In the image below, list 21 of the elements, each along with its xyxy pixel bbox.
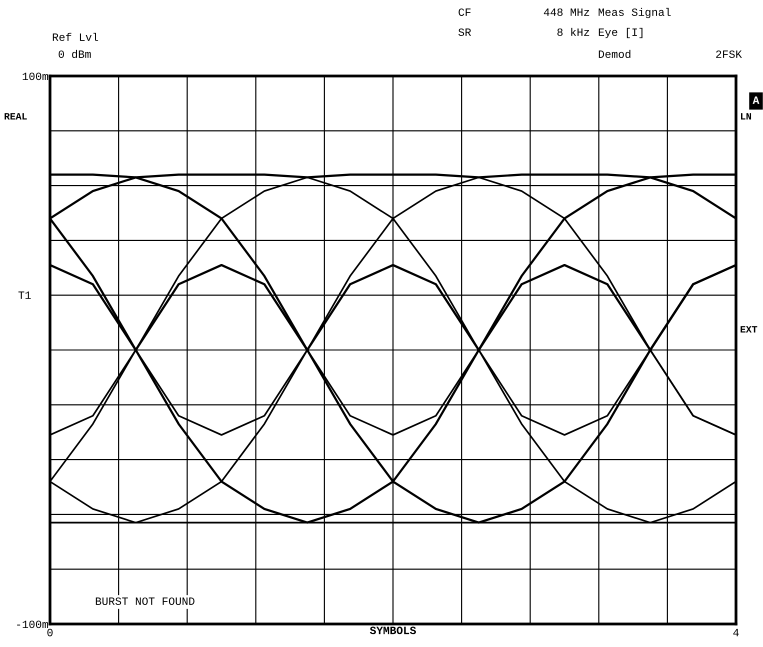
text: LN <box>741 113 752 120</box>
text: T1 <box>18 292 31 299</box>
y-tick-label: -100m <box>17 620 48 628</box>
text: Ref Lvl <box>52 32 98 41</box>
text: 0 dBm <box>58 50 91 58</box>
text: A <box>752 96 760 104</box>
text: 2FSK <box>716 50 742 58</box>
text: 448 MHz <box>544 8 590 16</box>
x-tick-label: 4 <box>733 628 739 636</box>
x-axis-title: SYMBOLS <box>370 626 416 634</box>
text: SR <box>458 28 472 36</box>
text: 8 kHz <box>557 28 590 36</box>
text: CF <box>458 8 471 16</box>
text: Demod <box>598 50 630 58</box>
text: EXT <box>740 326 758 333</box>
x-tick-label: 0 <box>47 628 53 636</box>
text: Eye [I] <box>598 28 642 38</box>
text: Meas Signal <box>598 8 671 18</box>
y-tick-label: 100m <box>22 72 48 80</box>
text: REAL <box>4 113 27 120</box>
annotation: BURST NOT FOUND <box>96 597 194 605</box>
